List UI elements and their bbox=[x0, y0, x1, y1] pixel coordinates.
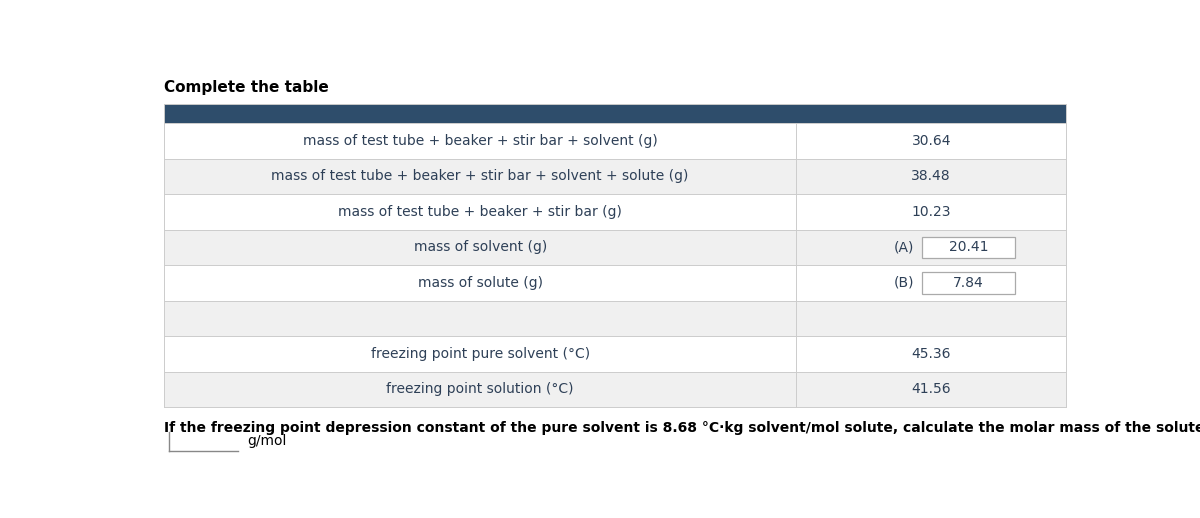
Text: freezing point pure solvent (°C): freezing point pure solvent (°C) bbox=[371, 347, 589, 361]
Text: 30.64: 30.64 bbox=[912, 134, 950, 148]
Bar bbox=[922, 272, 1015, 294]
Text: 41.56: 41.56 bbox=[911, 382, 952, 396]
Text: 7.84: 7.84 bbox=[953, 276, 984, 290]
Text: mass of test tube + beaker + stir bar + solvent (g): mass of test tube + beaker + stir bar + … bbox=[302, 134, 658, 148]
Bar bbox=[164, 104, 1066, 123]
Text: mass of test tube + beaker + stir bar + solvent + solute (g): mass of test tube + beaker + stir bar + … bbox=[271, 169, 689, 183]
Bar bbox=[164, 300, 1066, 336]
Text: Complete the table: Complete the table bbox=[164, 80, 329, 95]
Text: 38.48: 38.48 bbox=[911, 169, 952, 183]
Bar bbox=[922, 237, 1015, 258]
Text: 20.41: 20.41 bbox=[949, 240, 988, 254]
Text: 45.36: 45.36 bbox=[912, 347, 950, 361]
Bar bbox=[164, 123, 1066, 159]
Text: g/mol: g/mol bbox=[247, 435, 287, 449]
Bar bbox=[164, 194, 1066, 229]
Text: freezing point solution (°C): freezing point solution (°C) bbox=[386, 382, 574, 396]
Text: If the freezing point depression constant of the pure solvent is 8.68 °C·kg solv: If the freezing point depression constan… bbox=[164, 421, 1200, 435]
Text: (B): (B) bbox=[894, 276, 914, 290]
Bar bbox=[164, 265, 1066, 300]
Text: mass of solute (g): mass of solute (g) bbox=[418, 276, 542, 290]
Bar bbox=[164, 229, 1066, 265]
Bar bbox=[164, 336, 1066, 372]
Text: mass of solvent (g): mass of solvent (g) bbox=[414, 240, 547, 254]
Bar bbox=[164, 372, 1066, 407]
Bar bbox=[164, 159, 1066, 194]
Text: mass of test tube + beaker + stir bar (g): mass of test tube + beaker + stir bar (g… bbox=[338, 205, 622, 219]
Text: 10.23: 10.23 bbox=[912, 205, 950, 219]
Text: (A): (A) bbox=[894, 240, 914, 254]
